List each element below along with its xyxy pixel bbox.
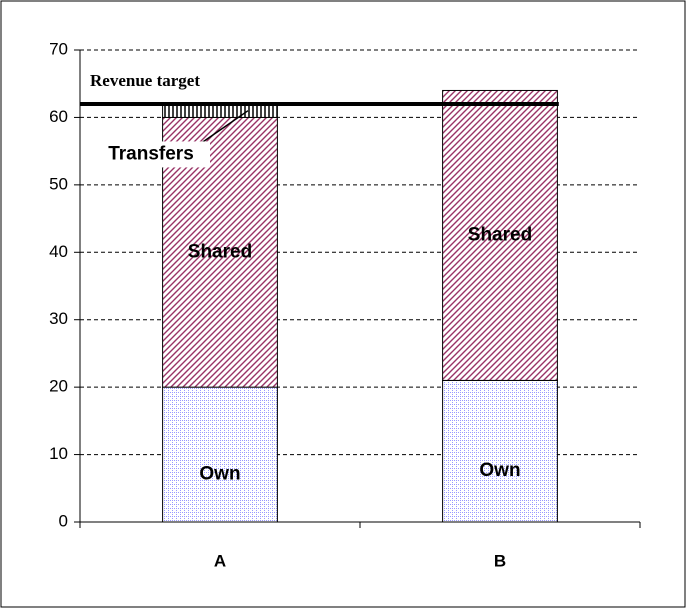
y-tick-label: 70 xyxy=(49,39,68,58)
segment-label: Own xyxy=(199,464,240,485)
x-tick-label: A xyxy=(214,551,226,570)
y-tick-label: 10 xyxy=(49,444,68,463)
segment-label: Transfers xyxy=(108,143,194,164)
y-tick-label: 60 xyxy=(49,107,68,126)
y-tick-label: 40 xyxy=(49,242,68,261)
y-tick-label: 50 xyxy=(49,174,68,193)
y-tick-label: 30 xyxy=(49,309,68,328)
segment-label: Shared xyxy=(188,241,252,262)
label-bg xyxy=(92,141,210,168)
segment-label: Shared xyxy=(468,224,532,245)
segment-label: Own xyxy=(479,460,520,481)
y-tick-label: 20 xyxy=(49,377,68,396)
y-tick-label: 0 xyxy=(59,511,68,530)
target-label: Revenue target xyxy=(90,71,200,90)
bar-segment xyxy=(162,103,278,118)
bar-segment xyxy=(442,89,558,381)
x-tick-label: B xyxy=(494,551,506,570)
bar-segment xyxy=(442,379,558,523)
leader-line xyxy=(194,110,249,149)
bar-segment xyxy=(162,386,278,523)
